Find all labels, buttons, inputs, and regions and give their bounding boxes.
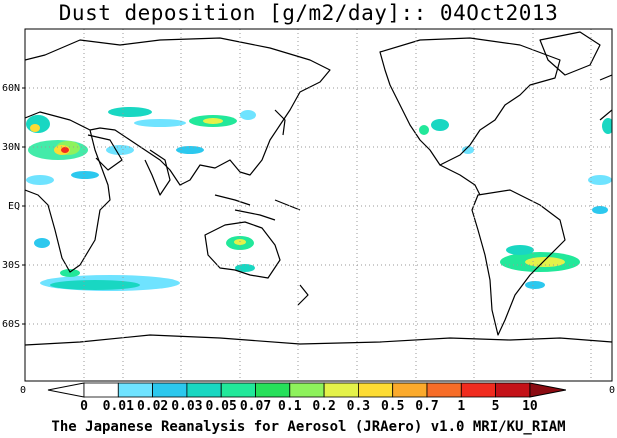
colorbar-swatch [117,382,154,398]
colorbar-swatch [323,382,359,398]
colorbar-label: 10 [522,399,538,414]
colorbar-label: 0 [80,399,88,414]
colorbar-label: 0.7 [415,399,438,414]
colorbar-swatch [152,382,188,398]
colorbar-swatch [357,382,394,398]
lat-label-30n: 30N [2,142,20,153]
colorbar-swatch [220,382,256,398]
lat-label-60s: 60S [2,319,20,330]
colorbar-swatch [392,382,428,398]
colorbar-over-triangle [529,382,566,398]
colorbar-label: 0.01 [103,399,134,414]
colorbar-swatch [83,382,119,398]
dust-region-central-asia [26,107,256,155]
colorbar-under-triangle [47,382,85,398]
colorbar-label: 0.3 [347,399,370,414]
colorbar-swatch [289,382,325,398]
lat-label-60n: 60N [2,83,20,94]
lat-label-30s: 30S [2,260,20,271]
coastlines [25,31,612,346]
dust-region-south-atlantic [34,238,180,291]
dust-region-patagonia [500,245,580,289]
dust-region-atlantic-east [588,118,612,214]
colorbar-label: 0.1 [278,399,302,414]
axis-end-left: 0 [20,385,26,396]
colorbar-swatch [460,382,496,398]
colorbar [47,382,566,398]
colorbar-swatch [186,382,222,398]
map-title: Dust deposition [g/m2/day]:: 04Oct2013 [58,1,559,25]
latitude-labels: 60N 30N EQ 30S 60S [2,83,25,330]
colorbar-swatch [426,382,462,398]
colorbar-swatch [255,382,291,398]
colorbar-swatch [495,382,531,398]
axis-end-right: 0 [609,385,615,396]
colorbar-label: 0.2 [312,399,335,414]
colorbar-label: 0.03 [171,399,202,414]
colorbar-labels: 0 0.01 0.02 0.03 0.05 0.07 0.1 0.2 0.3 0.5 0.7 1 5 10 [80,399,538,414]
map-frame [24,28,613,382]
footer-credit: The Japanese Reanalysis for Aerosol (JRA… [51,419,566,435]
colorbar-label: 0.05 [206,399,237,414]
colorbar-label: 0.02 [137,399,168,414]
dust-region-north-america [419,119,474,154]
dust-shading [26,107,612,291]
colorbar-label: 0.5 [381,399,404,414]
lat-label-eq: EQ [8,201,20,212]
colorbar-label: 0.07 [240,399,271,414]
colorbar-label: 1 [457,399,465,414]
colorbar-label: 5 [492,399,500,414]
graticule [25,29,612,381]
